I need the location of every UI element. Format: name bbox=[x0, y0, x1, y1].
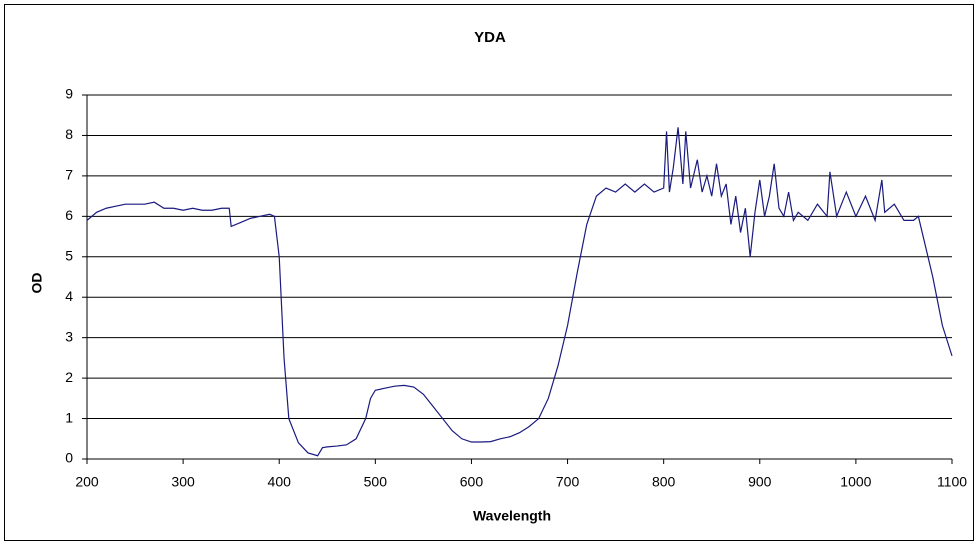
y-tick-label: 8 bbox=[65, 126, 73, 142]
y-tick-label: 2 bbox=[65, 369, 73, 385]
x-tick-label: 800 bbox=[652, 474, 676, 490]
y-tick-label: 7 bbox=[65, 167, 73, 183]
x-tick-label: 1000 bbox=[840, 474, 871, 490]
x-tick-label: 1100 bbox=[937, 474, 967, 490]
y-tick-label: 9 bbox=[65, 86, 73, 102]
x-tick-label: 600 bbox=[460, 474, 484, 490]
y-axis-label: OD bbox=[29, 273, 45, 294]
x-tick-label: 400 bbox=[268, 474, 292, 490]
chart-border bbox=[4, 4, 974, 541]
data-line bbox=[86, 127, 953, 457]
x-tick-label: 200 bbox=[75, 474, 99, 490]
x-tick-label: 300 bbox=[171, 474, 195, 490]
y-tick-label: 4 bbox=[65, 288, 73, 304]
y-tick-label: 5 bbox=[65, 247, 73, 263]
y-tick-label: 1 bbox=[65, 409, 73, 425]
chart-title: YDA bbox=[474, 29, 506, 46]
y-tick-label: 0 bbox=[65, 450, 73, 466]
x-tick-label: 500 bbox=[364, 474, 388, 490]
x-axis-label: Wavelength bbox=[473, 508, 551, 524]
y-tick-label: 6 bbox=[65, 207, 73, 223]
x-tick-label: 700 bbox=[556, 474, 580, 490]
x-tick-label: 900 bbox=[748, 474, 772, 490]
y-tick-label: 3 bbox=[65, 328, 73, 344]
